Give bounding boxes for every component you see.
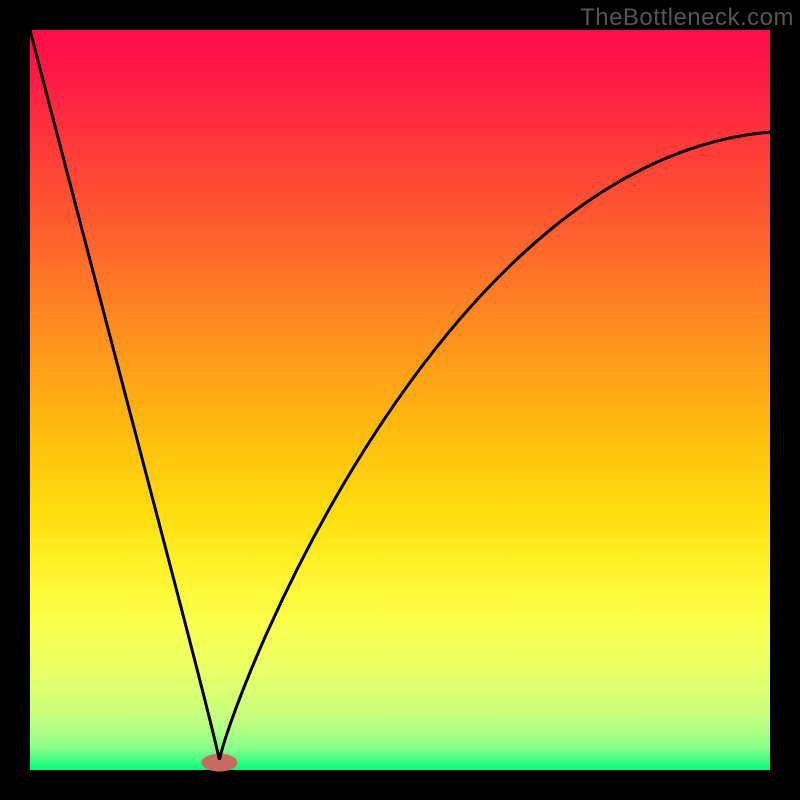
- watermark-text: TheBottleneck.com: [580, 4, 794, 32]
- chart-root: TheBottleneck.com: [0, 0, 800, 800]
- chart-svg: [0, 0, 800, 800]
- plot-area: [30, 30, 770, 770]
